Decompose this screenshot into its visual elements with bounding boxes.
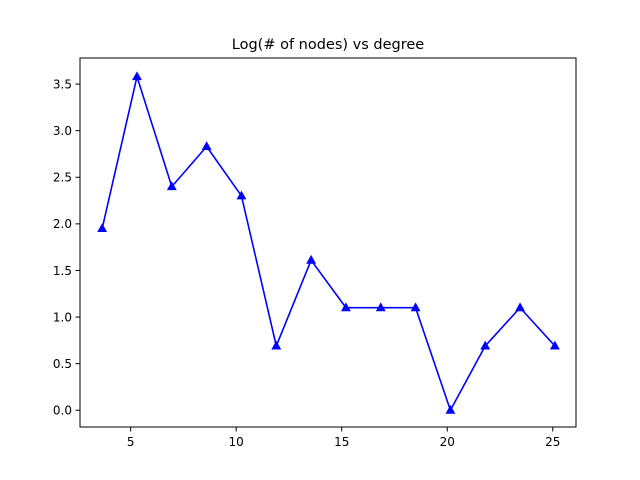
data-point (341, 302, 351, 312)
y-tick-label: 2.5 (53, 171, 72, 185)
axes-layer: 5 10 15 20 25 0.0 0.5 1.0 1.5 2.0 2.5 3.0 3.5 (53, 57, 577, 449)
plot-frame (79, 57, 577, 428)
y-tick-label: 1.0 (53, 310, 72, 324)
series-line (101, 75, 556, 412)
x-tick-label: 5 (127, 435, 135, 449)
chart-title: Log(# of nodes) vs degree (232, 37, 425, 53)
data-point (445, 404, 456, 414)
y-tick-label: 3.5 (53, 77, 72, 91)
data-point (166, 181, 177, 191)
y-tick-label: 0.5 (53, 357, 72, 371)
y-tick-label: 1.5 (53, 264, 72, 278)
y-tick-label: 3.0 (53, 124, 72, 138)
data-point (201, 141, 212, 151)
data-point (515, 302, 526, 312)
data-point (97, 223, 108, 233)
x-tick-label: 20 (440, 435, 455, 449)
data-point (132, 71, 142, 81)
data-point (410, 302, 421, 312)
data-point (236, 190, 247, 200)
data-point (306, 254, 317, 264)
x-tick-label: 15 (334, 435, 349, 449)
data-point (480, 340, 491, 350)
x-tick-label: 25 (545, 435, 560, 449)
data-point (375, 302, 386, 312)
data-point (549, 340, 560, 350)
x-tick-label: 10 (229, 435, 244, 449)
y-tick-label: 0.0 (53, 404, 72, 418)
marks-layer (97, 71, 560, 414)
data-point (271, 340, 282, 350)
y-tick-label: 2.0 (53, 217, 72, 231)
